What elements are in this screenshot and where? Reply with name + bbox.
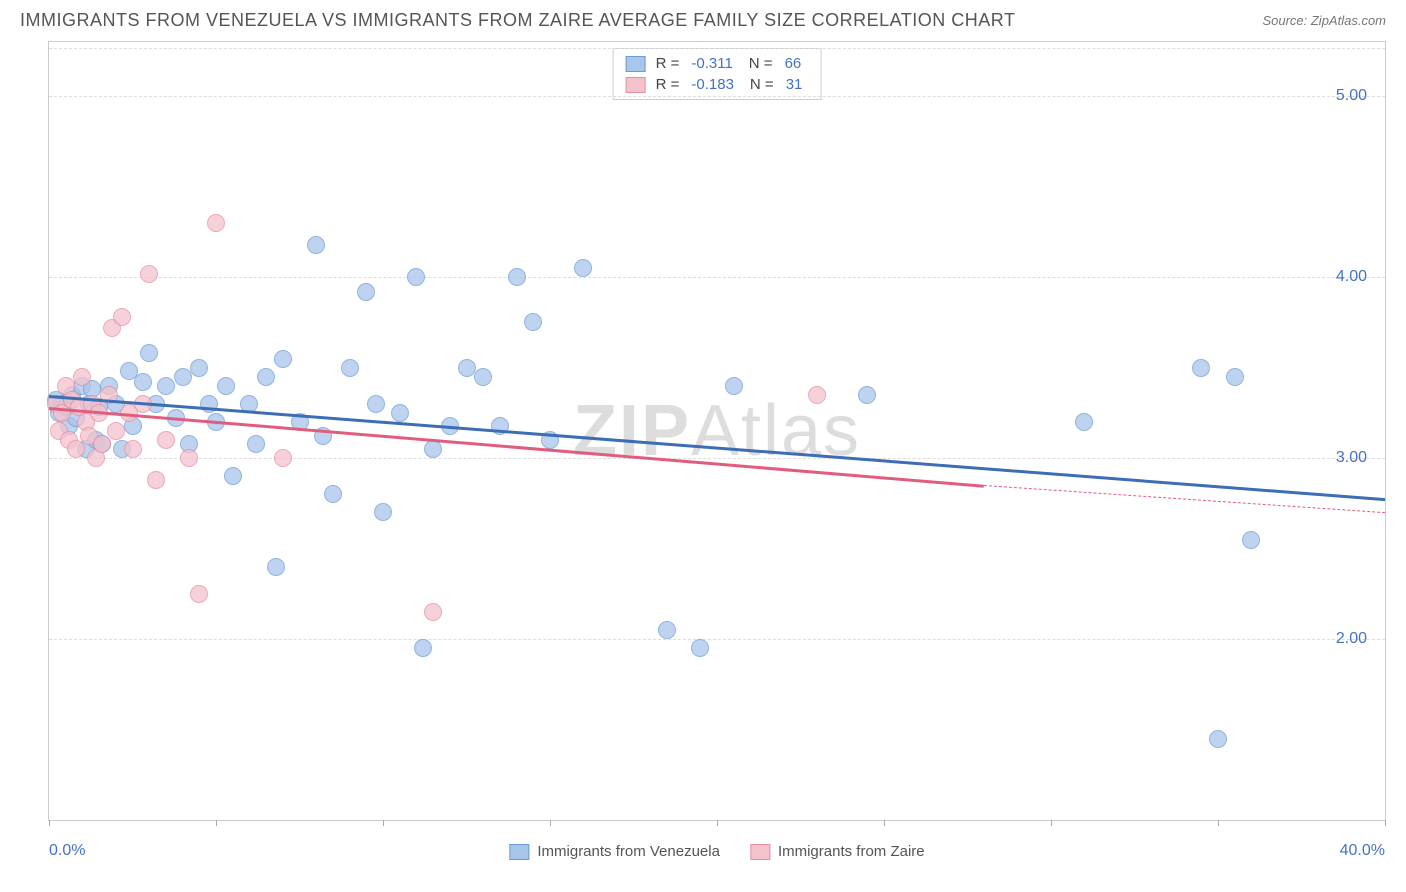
scatter-point — [190, 585, 208, 603]
swatch-zaire — [626, 77, 646, 93]
scatter-point — [190, 359, 208, 377]
gridline — [49, 277, 1385, 278]
scatter-point — [224, 467, 242, 485]
scatter-point — [414, 639, 432, 657]
scatter-point — [1209, 730, 1227, 748]
legend-r-label: R = — [656, 76, 680, 93]
legend-n-label: N = — [750, 76, 774, 93]
scatter-point — [324, 485, 342, 503]
scatter-point — [274, 449, 292, 467]
scatter-point — [1075, 413, 1093, 431]
scatter-point — [808, 386, 826, 404]
scatter-point — [1226, 368, 1244, 386]
scatter-point — [140, 265, 158, 283]
scatter-point — [180, 449, 198, 467]
legend-label-zaire: Immigrants from Zaire — [778, 843, 925, 860]
scatter-point — [107, 422, 125, 440]
header: IMMIGRANTS FROM VENEZUELA VS IMMIGRANTS … — [0, 0, 1406, 37]
legend-stats: R = -0.311 N = 66 R = -0.183 N = 31 — [613, 48, 822, 100]
scatter-point — [157, 377, 175, 395]
scatter-point — [124, 440, 142, 458]
legend-label-venezuela: Immigrants from Venezuela — [537, 843, 720, 860]
scatter-point — [574, 259, 592, 277]
legend-r-value-venezuela: -0.311 — [691, 55, 732, 72]
legend-item-zaire: Immigrants from Zaire — [750, 843, 925, 860]
scatter-point — [1192, 359, 1210, 377]
gridline — [49, 639, 1385, 640]
x-tick — [550, 820, 551, 826]
scatter-point — [307, 236, 325, 254]
chart-area: ZIPAtlas R = -0.311 N = 66 R = -0.183 N … — [48, 41, 1386, 821]
scatter-point — [357, 283, 375, 301]
x-axis-max-label: 40.0% — [1340, 842, 1385, 860]
scatter-point — [147, 471, 165, 489]
scatter-point — [424, 440, 442, 458]
scatter-point — [217, 377, 235, 395]
x-tick — [717, 820, 718, 826]
x-tick — [49, 820, 50, 826]
gridline — [49, 96, 1385, 97]
scatter-point — [73, 368, 91, 386]
swatch-venezuela — [509, 844, 529, 860]
y-tick-label: 2.00 — [1336, 630, 1367, 648]
scatter-point — [257, 368, 275, 386]
scatter-point — [691, 639, 709, 657]
swatch-venezuela — [626, 56, 646, 72]
x-tick — [383, 820, 384, 826]
legend-row-venezuela: R = -0.311 N = 66 — [626, 53, 809, 74]
y-tick-label: 3.00 — [1336, 449, 1367, 467]
x-tick — [1385, 820, 1386, 826]
legend-r-value-zaire: -0.183 — [691, 76, 734, 93]
scatter-point — [658, 621, 676, 639]
x-tick — [1218, 820, 1219, 826]
swatch-zaire — [750, 844, 770, 860]
scatter-point — [113, 308, 131, 326]
scatter-point — [374, 503, 392, 521]
legend-bottom: Immigrants from Venezuela Immigrants fro… — [509, 843, 924, 860]
legend-row-zaire: R = -0.183 N = 31 — [626, 74, 809, 95]
scatter-point — [1242, 531, 1260, 549]
legend-r-label: R = — [656, 55, 680, 72]
gridline — [49, 458, 1385, 459]
chart-title: IMMIGRANTS FROM VENEZUELA VS IMMIGRANTS … — [20, 10, 1015, 31]
scatter-point — [367, 395, 385, 413]
x-tick — [1051, 820, 1052, 826]
legend-n-value-zaire: 31 — [786, 76, 803, 93]
scatter-point — [458, 359, 476, 377]
scatter-point — [474, 368, 492, 386]
scatter-point — [157, 431, 175, 449]
scatter-point — [267, 558, 285, 576]
scatter-point — [858, 386, 876, 404]
scatter-point — [524, 313, 542, 331]
scatter-point — [424, 603, 442, 621]
legend-item-venezuela: Immigrants from Venezuela — [509, 843, 720, 860]
legend-n-label: N = — [749, 55, 773, 72]
legend-n-value-venezuela: 66 — [785, 55, 802, 72]
scatter-point — [407, 268, 425, 286]
scatter-point — [140, 344, 158, 362]
gridline — [49, 48, 1385, 49]
scatter-point — [274, 350, 292, 368]
scatter-point — [725, 377, 743, 395]
x-axis-min-label: 0.0% — [49, 842, 85, 860]
scatter-point — [174, 368, 192, 386]
scatter-point — [134, 373, 152, 391]
y-tick-label: 4.00 — [1336, 268, 1367, 286]
source-label: Source: ZipAtlas.com — [1262, 13, 1386, 28]
x-tick — [884, 820, 885, 826]
trendline-extrapolated — [984, 485, 1385, 513]
x-tick — [216, 820, 217, 826]
scatter-point — [391, 404, 409, 422]
scatter-point — [207, 214, 225, 232]
scatter-point — [508, 268, 526, 286]
scatter-point — [247, 435, 265, 453]
y-tick-label: 5.00 — [1336, 87, 1367, 105]
scatter-point — [341, 359, 359, 377]
